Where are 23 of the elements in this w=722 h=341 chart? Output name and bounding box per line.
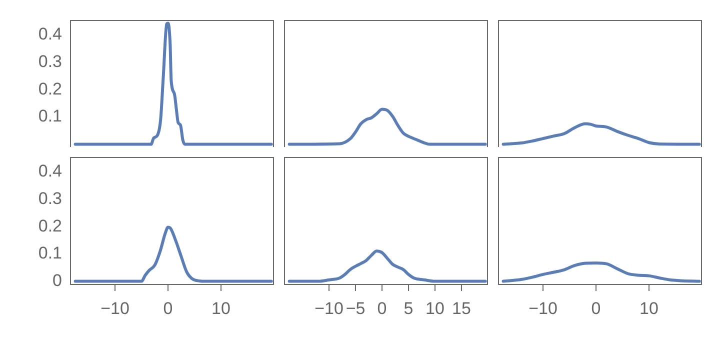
x-tick-label: 10	[426, 298, 444, 318]
y-tick-label: 0.3	[38, 189, 62, 208]
y-tick-label: 0.1	[38, 244, 62, 263]
x-tick-label: 10	[640, 298, 658, 318]
x-tick-label: 0	[591, 298, 601, 318]
x-tick-label: 5	[404, 298, 414, 318]
y-tick-label: 0.4	[38, 24, 62, 44]
x-tick-label: 15	[452, 298, 471, 318]
x-tick-label: −10	[528, 298, 558, 318]
x-tick-label: −10	[314, 298, 344, 318]
x-tick-label: −5	[346, 298, 366, 318]
y-tick-label: 0.2	[38, 79, 62, 98]
line-series	[74, 226, 273, 283]
x-tick-label: 10	[212, 298, 230, 318]
line-series	[74, 22, 273, 146]
y-tick-label: 0.4	[38, 162, 62, 181]
y-tick-label: 0.2	[38, 216, 62, 236]
y-tick-label: 0	[52, 270, 62, 290]
y-tick-label: 0.1	[38, 106, 62, 126]
y-tick-label: 0.3	[38, 52, 62, 72]
x-tick-label: 0	[163, 298, 173, 318]
x-tick-label: 0	[377, 298, 387, 318]
x-tick-label: −10	[100, 298, 130, 318]
